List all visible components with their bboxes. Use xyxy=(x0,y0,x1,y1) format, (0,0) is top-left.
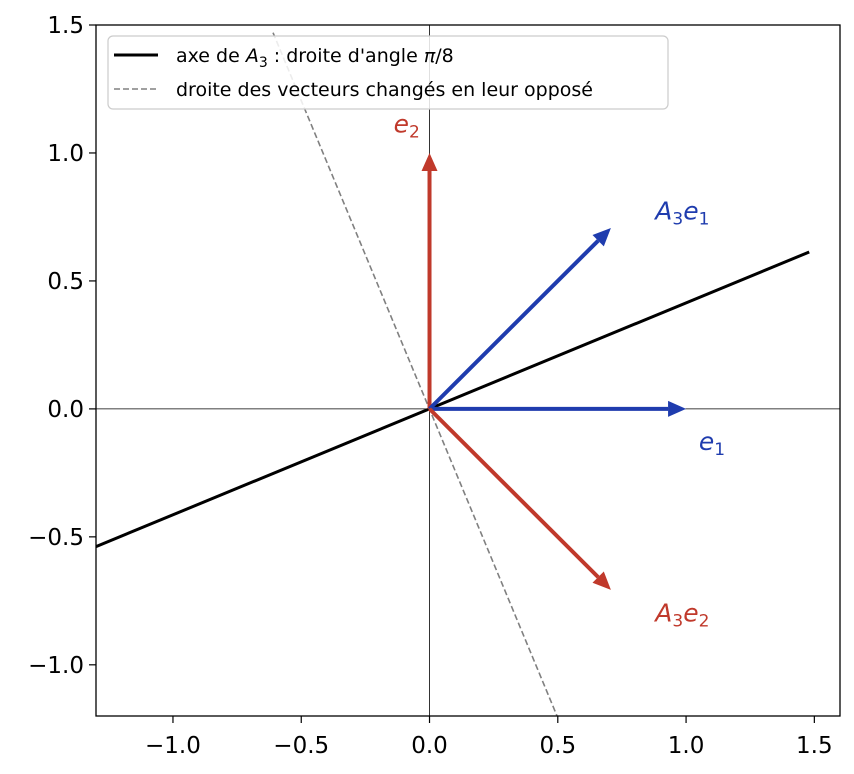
plot-area: e1 e2 A3e1 A3e2 xyxy=(95,24,841,717)
legend: axe de A3 : droite d'angle π/8 droite des… xyxy=(107,35,669,110)
y-tick-label: −1.0 xyxy=(28,653,84,679)
vector-e2-head xyxy=(421,152,438,171)
legend-box xyxy=(107,35,669,110)
vector-A3e2-shaft xyxy=(428,407,600,579)
series-line-2 xyxy=(272,32,558,716)
vectors xyxy=(421,152,687,590)
x-tick-label: 1.5 xyxy=(796,733,833,759)
series-line-1 xyxy=(96,250,810,548)
vector-labels: e1 e2 A3e1 A3e2 xyxy=(394,109,726,631)
plot-frame xyxy=(95,24,841,717)
vector-A3e1-head xyxy=(592,227,611,247)
x-axis: −1.0 −0.5 0.0 0.5 1.0 1.5 xyxy=(145,716,833,759)
y-tick-label: 0.5 xyxy=(47,269,84,295)
y-tick-label: −0.5 xyxy=(28,525,84,551)
vector-A3e1-shaft xyxy=(428,239,600,411)
vector-e1-head xyxy=(668,400,687,417)
vector-label-e2: e2 xyxy=(394,109,420,142)
y-tick-label: 1.5 xyxy=(47,13,84,39)
x-tick-label: 0.0 xyxy=(411,733,448,759)
y-axis: −1.0 −0.5 0.0 0.5 1.0 1.5 xyxy=(28,13,96,679)
y-tick-label: 0.0 xyxy=(47,397,84,423)
vector-label-A3e2: A3e2 xyxy=(653,598,709,631)
x-tick-label: −1.0 xyxy=(145,733,201,759)
x-tick-label: 1.0 xyxy=(668,733,705,759)
vector-A3e2-head xyxy=(592,571,611,590)
y-tick-label: 1.0 xyxy=(47,141,84,167)
x-tick-label: 0.5 xyxy=(540,733,577,759)
legend-label-1: axe de A3 : droite d'angle π/8 xyxy=(176,45,454,71)
vector-label-e1: e1 xyxy=(699,427,725,460)
legend-label-2: droite des vecteurs changés en leur oppo… xyxy=(176,79,593,101)
x-tick-label: −0.5 xyxy=(273,733,329,759)
series-lines xyxy=(96,32,810,716)
vector-label-A3e1: A3e1 xyxy=(653,197,709,230)
